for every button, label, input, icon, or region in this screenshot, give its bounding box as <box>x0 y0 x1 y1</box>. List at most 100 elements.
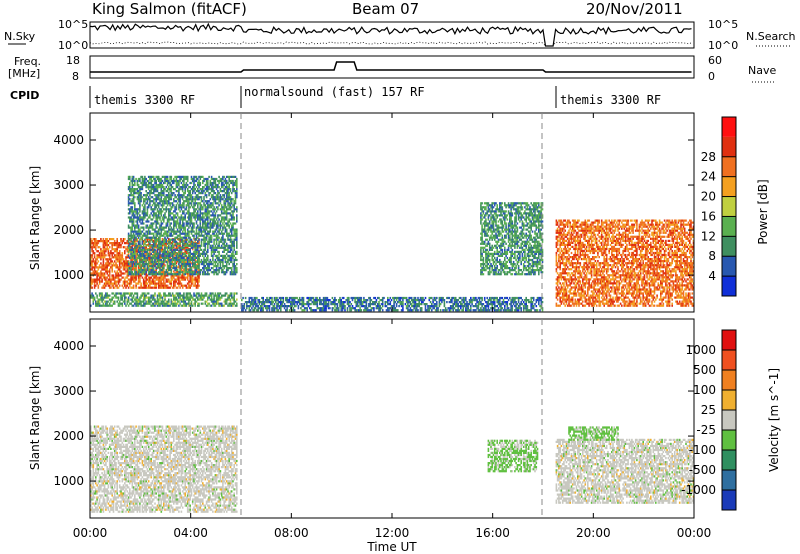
data-cell <box>142 177 145 181</box>
data-cell <box>95 242 97 245</box>
data-cell <box>116 246 118 249</box>
data-cell <box>199 177 202 181</box>
data-cell <box>210 214 213 217</box>
data-cell <box>174 280 176 283</box>
data-cell <box>170 284 173 287</box>
data-cell <box>224 258 227 262</box>
data-cell <box>137 212 140 215</box>
data-cell <box>106 296 108 299</box>
data-cell <box>173 304 175 307</box>
data-cell <box>193 302 195 305</box>
data-cell <box>229 292 232 295</box>
data-cell <box>129 284 131 287</box>
data-cell <box>137 224 140 227</box>
data-cell <box>197 274 199 277</box>
data-cell <box>137 240 140 243</box>
data-cell <box>97 298 100 301</box>
data-cell <box>189 218 191 221</box>
data-cell <box>186 202 189 205</box>
data-cell <box>142 179 145 183</box>
data-cell <box>149 244 151 247</box>
data-cell <box>195 276 198 279</box>
data-cell <box>219 200 222 203</box>
nave-tick-low: 0 <box>708 70 715 83</box>
data-cell <box>110 280 112 283</box>
data-cell <box>197 212 199 215</box>
data-cell <box>126 266 129 269</box>
data-cell <box>189 214 191 217</box>
data-cell <box>173 273 175 276</box>
data-cell <box>222 208 224 211</box>
data-cell <box>176 212 179 215</box>
data-cell <box>101 250 103 253</box>
data-cell <box>191 278 194 281</box>
data-cell <box>193 284 195 287</box>
data-cell <box>234 200 237 203</box>
data-cell <box>205 186 208 189</box>
data-cell <box>202 175 204 178</box>
data-cell <box>212 248 214 251</box>
data-cell <box>100 280 102 283</box>
data-cell <box>117 260 120 263</box>
data-cell <box>209 181 212 185</box>
data-cell <box>134 252 136 255</box>
data-cell <box>160 250 163 253</box>
data-cell <box>105 304 107 307</box>
data-cell <box>146 200 149 203</box>
data-cell <box>124 298 126 301</box>
data-cell <box>268 309 271 312</box>
data-cell <box>132 210 135 213</box>
data-cell <box>297 307 300 310</box>
data-cell <box>155 240 157 243</box>
data-cell <box>214 248 217 251</box>
data-cell <box>199 188 202 191</box>
data-cell <box>140 269 142 272</box>
data-cell <box>107 258 110 261</box>
data-cell <box>121 298 124 301</box>
data-cell <box>136 248 139 251</box>
data-cell <box>135 278 137 281</box>
data-cell <box>191 224 194 227</box>
data-cell <box>126 262 129 265</box>
data-cell <box>220 218 223 221</box>
data-cell <box>191 188 194 191</box>
data-cell <box>131 254 134 257</box>
data-cell <box>219 214 222 217</box>
data-cell <box>129 226 131 229</box>
data-cell <box>204 302 207 305</box>
data-cell <box>90 254 92 257</box>
data-cell <box>92 246 95 249</box>
data-cell <box>302 296 305 300</box>
data-cell <box>131 300 134 303</box>
data-cell <box>151 273 154 276</box>
data-cell <box>262 307 264 310</box>
data-cell <box>160 230 163 233</box>
data-cell <box>170 266 173 269</box>
data-cell <box>170 264 173 267</box>
data-cell <box>181 260 184 263</box>
data-cell <box>139 216 141 219</box>
data-cell <box>140 267 142 270</box>
data-cell <box>151 228 154 231</box>
data-cell <box>297 299 300 302</box>
data-cell <box>199 248 202 251</box>
data-cell <box>137 286 140 289</box>
data-cell <box>136 214 139 217</box>
data-cell <box>142 256 145 260</box>
data-cell <box>175 248 178 251</box>
data-cell <box>118 268 121 271</box>
data-cell <box>139 186 141 189</box>
data-cell <box>157 300 160 303</box>
data-cell <box>160 278 163 281</box>
data-cell <box>160 210 163 213</box>
data-cell <box>302 301 305 304</box>
data-cell <box>174 284 176 287</box>
data-cell <box>210 175 213 178</box>
data-cell <box>183 194 185 197</box>
data-cell <box>137 177 140 181</box>
data-cell <box>159 194 161 197</box>
data-cell <box>91 254 93 257</box>
data-cell <box>127 204 130 207</box>
data-cell <box>233 206 235 209</box>
data-cell <box>102 272 105 275</box>
